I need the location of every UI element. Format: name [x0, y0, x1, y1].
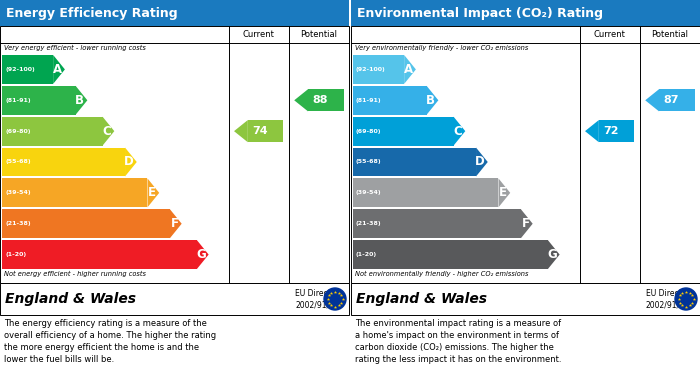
Polygon shape: [645, 89, 659, 111]
Bar: [2, 209, 170, 238]
Polygon shape: [548, 240, 559, 269]
Polygon shape: [125, 147, 136, 176]
Text: Very environmentally friendly - lower CO₂ emissions: Very environmentally friendly - lower CO…: [355, 45, 528, 51]
Text: (81-91): (81-91): [356, 98, 382, 103]
Bar: [0, 0, 349, 26]
Bar: [353, 209, 521, 238]
Text: C: C: [102, 125, 111, 138]
Polygon shape: [521, 209, 533, 238]
Text: 72: 72: [603, 126, 619, 136]
Bar: [351, 26, 700, 283]
Polygon shape: [454, 117, 466, 145]
Bar: [0, 26, 349, 283]
Polygon shape: [76, 86, 88, 115]
Text: D: D: [475, 156, 485, 169]
Circle shape: [324, 288, 346, 310]
Polygon shape: [53, 55, 65, 84]
Text: 74: 74: [252, 126, 268, 136]
Text: Current: Current: [594, 30, 626, 39]
Polygon shape: [404, 55, 416, 84]
Bar: [353, 86, 426, 115]
Text: E: E: [499, 187, 508, 199]
Text: A: A: [404, 63, 413, 76]
Text: D: D: [124, 156, 134, 169]
Bar: [308, 89, 344, 111]
Text: Potential: Potential: [300, 30, 337, 39]
Text: (39-54): (39-54): [5, 190, 31, 196]
Text: The environmental impact rating is a measure of
a home's impact on the environme: The environmental impact rating is a mea…: [355, 319, 561, 364]
Bar: [248, 120, 284, 142]
Text: England & Wales: England & Wales: [5, 292, 136, 306]
Bar: [2, 178, 148, 207]
Polygon shape: [234, 120, 248, 142]
Bar: [2, 240, 197, 269]
Text: (55-68): (55-68): [356, 160, 382, 165]
Text: (21-38): (21-38): [5, 221, 31, 226]
Bar: [353, 178, 498, 207]
Text: F: F: [171, 217, 178, 230]
Text: (1-20): (1-20): [356, 252, 377, 257]
Text: 2002/91/EC: 2002/91/EC: [295, 300, 339, 309]
Text: EU Directive: EU Directive: [295, 289, 342, 298]
Bar: [353, 147, 476, 176]
Text: EU Directive: EU Directive: [646, 289, 693, 298]
Bar: [2, 86, 76, 115]
Bar: [351, 283, 700, 315]
Text: The energy efficiency rating is a measure of the
overall efficiency of a home. T: The energy efficiency rating is a measur…: [4, 319, 216, 364]
Text: Not environmentally friendly - higher CO₂ emissions: Not environmentally friendly - higher CO…: [355, 271, 528, 277]
Text: (92-100): (92-100): [5, 67, 35, 72]
Bar: [598, 120, 634, 142]
Text: Energy Efficiency Rating: Energy Efficiency Rating: [6, 7, 178, 20]
Bar: [351, 0, 700, 26]
Text: (21-38): (21-38): [356, 221, 382, 226]
Polygon shape: [148, 178, 159, 207]
Text: (69-80): (69-80): [5, 129, 31, 134]
Text: (69-80): (69-80): [356, 129, 382, 134]
Text: (1-20): (1-20): [5, 252, 26, 257]
Text: G: G: [196, 248, 206, 261]
Text: Very energy efficient - lower running costs: Very energy efficient - lower running co…: [4, 45, 146, 51]
Bar: [353, 240, 548, 269]
Bar: [353, 55, 404, 84]
Text: A: A: [52, 63, 62, 76]
Text: E: E: [148, 187, 156, 199]
Text: 87: 87: [664, 95, 679, 105]
Polygon shape: [103, 117, 114, 145]
Text: 2002/91/EC: 2002/91/EC: [646, 300, 690, 309]
Text: 88: 88: [312, 95, 328, 105]
Text: Environmental Impact (CO₂) Rating: Environmental Impact (CO₂) Rating: [357, 7, 603, 20]
Bar: [353, 117, 454, 145]
Text: England & Wales: England & Wales: [356, 292, 487, 306]
Text: Potential: Potential: [652, 30, 688, 39]
Text: F: F: [522, 217, 530, 230]
Circle shape: [675, 288, 697, 310]
Text: G: G: [547, 248, 556, 261]
Text: B: B: [426, 94, 435, 107]
Text: (39-54): (39-54): [356, 190, 382, 196]
Bar: [2, 55, 53, 84]
Text: Not energy efficient - higher running costs: Not energy efficient - higher running co…: [4, 271, 146, 277]
Polygon shape: [197, 240, 209, 269]
Text: (55-68): (55-68): [5, 160, 31, 165]
Text: Current: Current: [243, 30, 274, 39]
Polygon shape: [498, 178, 510, 207]
Text: (81-91): (81-91): [5, 98, 31, 103]
Text: (92-100): (92-100): [356, 67, 386, 72]
Polygon shape: [294, 89, 308, 111]
Bar: [659, 89, 694, 111]
Bar: [2, 147, 125, 176]
Text: B: B: [76, 94, 84, 107]
Polygon shape: [585, 120, 598, 142]
Bar: [2, 117, 103, 145]
Text: C: C: [454, 125, 462, 138]
Polygon shape: [426, 86, 438, 115]
Polygon shape: [170, 209, 182, 238]
Polygon shape: [476, 147, 488, 176]
Bar: [0, 283, 349, 315]
